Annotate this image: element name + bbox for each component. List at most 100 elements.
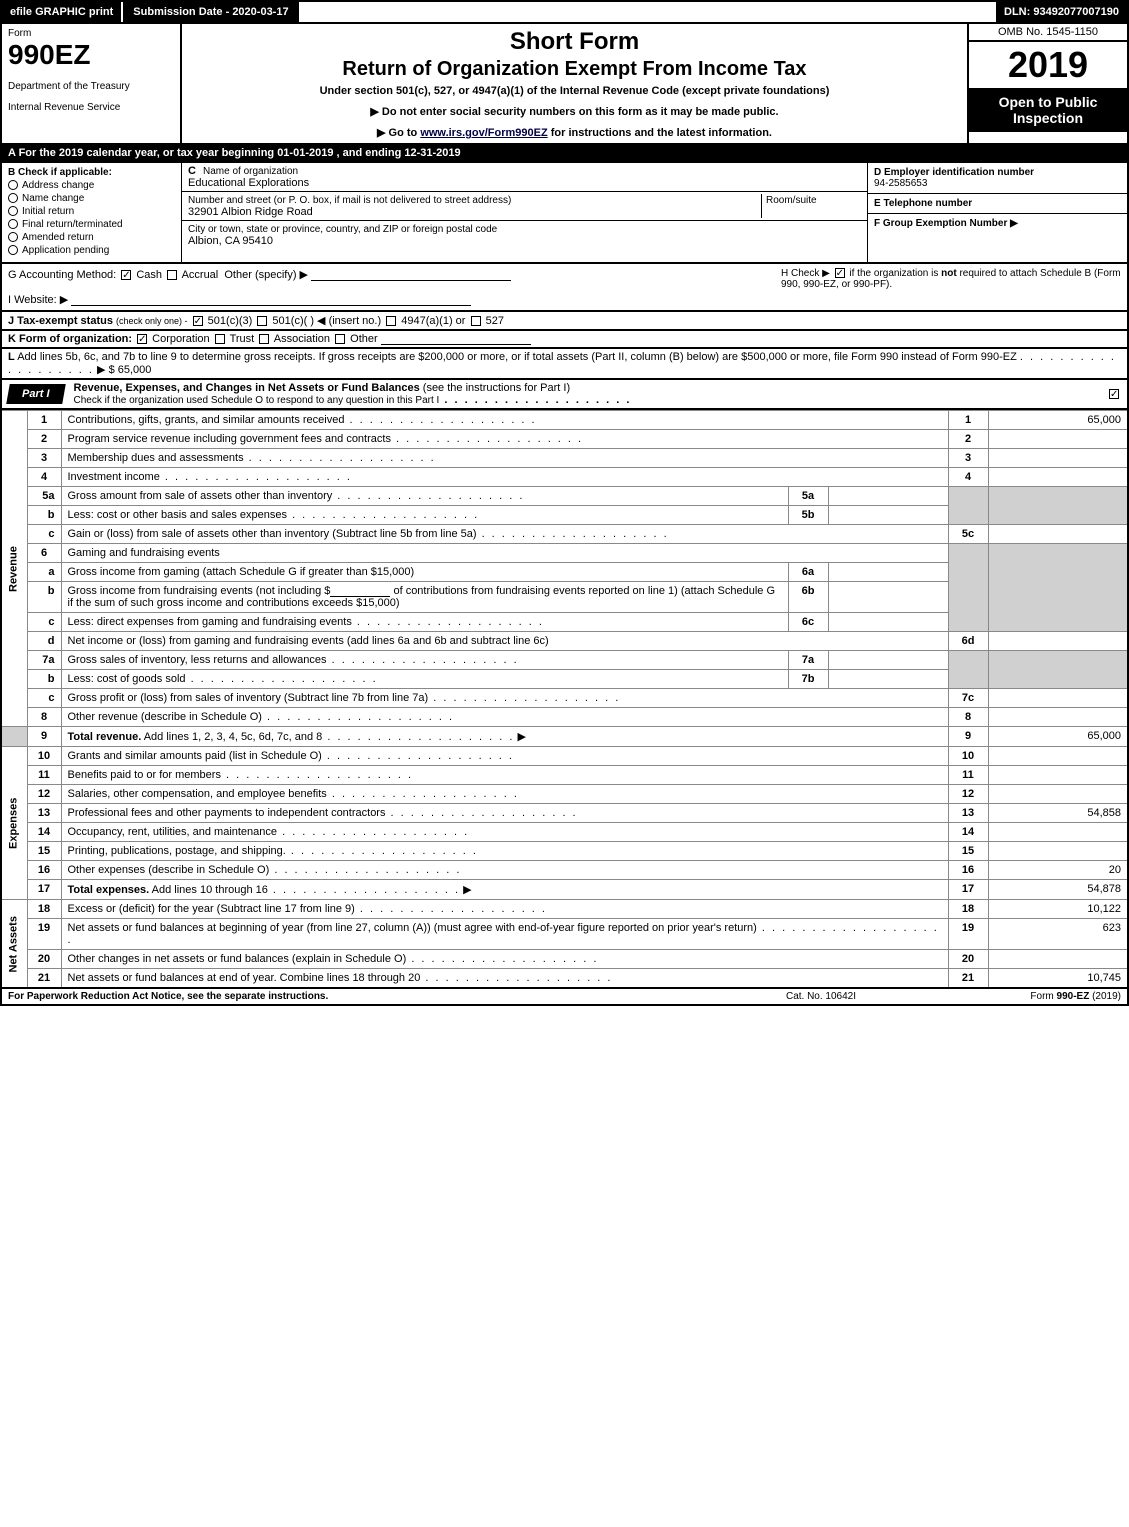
other-fill[interactable] bbox=[311, 269, 511, 281]
line-5c-val bbox=[988, 525, 1128, 544]
chk-application-pending[interactable]: Application pending bbox=[8, 245, 175, 256]
l-text: Add lines 5b, 6c, and 7b to line 9 to de… bbox=[17, 351, 1017, 363]
line-11-desc: Benefits paid to or for members bbox=[68, 769, 221, 781]
short-form-title: Short Form bbox=[190, 28, 959, 56]
chk-trust[interactable] bbox=[215, 334, 225, 344]
line-7b-sub: 7b bbox=[788, 670, 828, 689]
chk-label: Final return/terminated bbox=[22, 219, 123, 230]
line-5a-sub: 5a bbox=[788, 487, 828, 506]
l-label: L bbox=[8, 351, 15, 363]
goto-pre: ▶ Go to bbox=[377, 127, 420, 139]
line-6b-fill[interactable] bbox=[330, 585, 390, 597]
chk-cash[interactable] bbox=[121, 270, 131, 280]
line-2-val bbox=[988, 430, 1128, 449]
chk-association[interactable] bbox=[259, 334, 269, 344]
line-19-val: 623 bbox=[988, 919, 1128, 950]
section-a-taxyear: A For the 2019 calendar year, or tax yea… bbox=[0, 145, 1129, 163]
header-right: OMB No. 1545-1150 2019 Open to Public In… bbox=[967, 24, 1127, 143]
j-527: 527 bbox=[486, 315, 504, 327]
line-2-desc: Program service revenue including govern… bbox=[68, 433, 391, 445]
line-3-val bbox=[988, 449, 1128, 468]
line-15-val bbox=[988, 842, 1128, 861]
line-21-val: 10,745 bbox=[988, 969, 1128, 989]
city-label: City or town, state or province, country… bbox=[188, 224, 497, 235]
room-label: Room/suite bbox=[766, 195, 817, 206]
org-name-row: C Name of organization Educational Explo… bbox=[182, 163, 867, 192]
under-section: Under section 501(c), 527, or 4947(a)(1)… bbox=[190, 85, 959, 97]
website-fill[interactable] bbox=[71, 294, 471, 306]
submission-date: Submission Date - 2020-03-17 bbox=[123, 2, 298, 22]
j-insertno: ◀ (insert no.) bbox=[317, 315, 381, 327]
j-501c: 501(c)( ) bbox=[272, 315, 314, 327]
line-10-val bbox=[988, 747, 1128, 766]
line-5a-val bbox=[828, 487, 948, 506]
section-e: E Telephone number bbox=[868, 194, 1127, 214]
j-label: J Tax-exempt status bbox=[8, 315, 113, 327]
chk-accrual[interactable] bbox=[167, 270, 177, 280]
line-6b-sub: 6b bbox=[788, 582, 828, 613]
part1-note: (see the instructions for Part I) bbox=[423, 382, 570, 394]
part1-table: Revenue 1 Contributions, gifts, grants, … bbox=[0, 410, 1129, 989]
omb-number: OMB No. 1545-1150 bbox=[969, 24, 1127, 42]
cash-label: Cash bbox=[136, 269, 162, 281]
line-19-desc: Net assets or fund balances at beginning… bbox=[68, 922, 757, 934]
chk-initial-return[interactable]: Initial return bbox=[8, 206, 175, 217]
chk-label: Address change bbox=[22, 180, 94, 191]
chk-527[interactable] bbox=[471, 316, 481, 326]
k-trust: Trust bbox=[230, 333, 255, 345]
chk-final-return[interactable]: Final return/terminated bbox=[8, 219, 175, 230]
name-label: Name of organization bbox=[203, 166, 298, 177]
chk-amended-return[interactable]: Amended return bbox=[8, 232, 175, 243]
l-amount: $ 65,000 bbox=[109, 364, 152, 376]
goto-post: for instructions and the latest informat… bbox=[551, 127, 772, 139]
irs-link[interactable]: www.irs.gov/Form990EZ bbox=[420, 127, 547, 139]
footer-form: Form 990-EZ (2019) bbox=[921, 991, 1121, 1002]
h-label: H bbox=[781, 268, 788, 279]
h-not: not bbox=[941, 268, 957, 279]
dln: DLN: 93492077007190 bbox=[996, 2, 1127, 22]
chk-label: Amended return bbox=[22, 232, 94, 243]
line-5b-sub: 5b bbox=[788, 506, 828, 525]
chk-address-change[interactable]: Address change bbox=[8, 180, 175, 191]
group-exemption-label: F Group Exemption Number ▶ bbox=[874, 218, 1018, 229]
address-row: Number and street (or P. O. box, if mail… bbox=[182, 192, 867, 221]
line-12-val bbox=[988, 785, 1128, 804]
part1-checkbox[interactable] bbox=[1101, 386, 1127, 402]
efile-print-button[interactable]: efile GRAPHIC print bbox=[2, 2, 123, 22]
ein-value: 94-2585653 bbox=[874, 178, 927, 189]
line-7c-desc: Gross profit or (loss) from sales of inv… bbox=[68, 692, 429, 704]
line-3-desc: Membership dues and assessments bbox=[68, 452, 244, 464]
section-k: K Form of organization: Corporation Trus… bbox=[0, 331, 1129, 349]
line-7a-val bbox=[828, 651, 948, 670]
bullet-ssn: ▶ Do not enter social security numbers o… bbox=[190, 105, 959, 118]
line-7b-desc: Less: cost of goods sold bbox=[68, 673, 186, 685]
k-other-fill[interactable] bbox=[381, 333, 531, 345]
line-9-desc2: Add lines 1, 2, 3, 4, 5c, 6d, 7c, and 8 bbox=[141, 731, 322, 743]
line-6a-sub: 6a bbox=[788, 563, 828, 582]
tax-year: 2019 bbox=[969, 42, 1127, 88]
ein-label: D Employer identification number bbox=[874, 167, 1034, 178]
chk-other[interactable] bbox=[335, 334, 345, 344]
chk-label: Application pending bbox=[22, 245, 109, 256]
form-number: 990EZ bbox=[8, 39, 174, 71]
chk-corporation[interactable] bbox=[137, 334, 147, 344]
phone-label: E Telephone number bbox=[874, 198, 972, 209]
line-7b-val bbox=[828, 670, 948, 689]
chk-schedule-b[interactable] bbox=[835, 268, 845, 278]
line-6-desc: Gaming and fundraising events bbox=[68, 547, 220, 559]
line-14-desc: Occupancy, rent, utilities, and maintena… bbox=[68, 826, 278, 838]
chk-501c3[interactable] bbox=[193, 316, 203, 326]
line-20-val bbox=[988, 950, 1128, 969]
line-6a-desc: Gross income from gaming (attach Schedul… bbox=[68, 566, 415, 578]
info-grid: B Check if applicable: Address change Na… bbox=[0, 163, 1129, 264]
part1-tag: Part I bbox=[6, 384, 65, 404]
city-row: City or town, state or province, country… bbox=[182, 221, 867, 249]
chk-name-change[interactable]: Name change bbox=[8, 193, 175, 204]
j-4947: 4947(a)(1) or bbox=[401, 315, 465, 327]
section-g: G Accounting Method: Cash Accrual Other … bbox=[8, 268, 781, 306]
g-label: G Accounting Method: bbox=[8, 269, 116, 281]
footer-catno: Cat. No. 10642I bbox=[721, 991, 921, 1002]
chk-4947[interactable] bbox=[386, 316, 396, 326]
topbar: efile GRAPHIC print Submission Date - 20… bbox=[0, 0, 1129, 24]
chk-501c[interactable] bbox=[257, 316, 267, 326]
